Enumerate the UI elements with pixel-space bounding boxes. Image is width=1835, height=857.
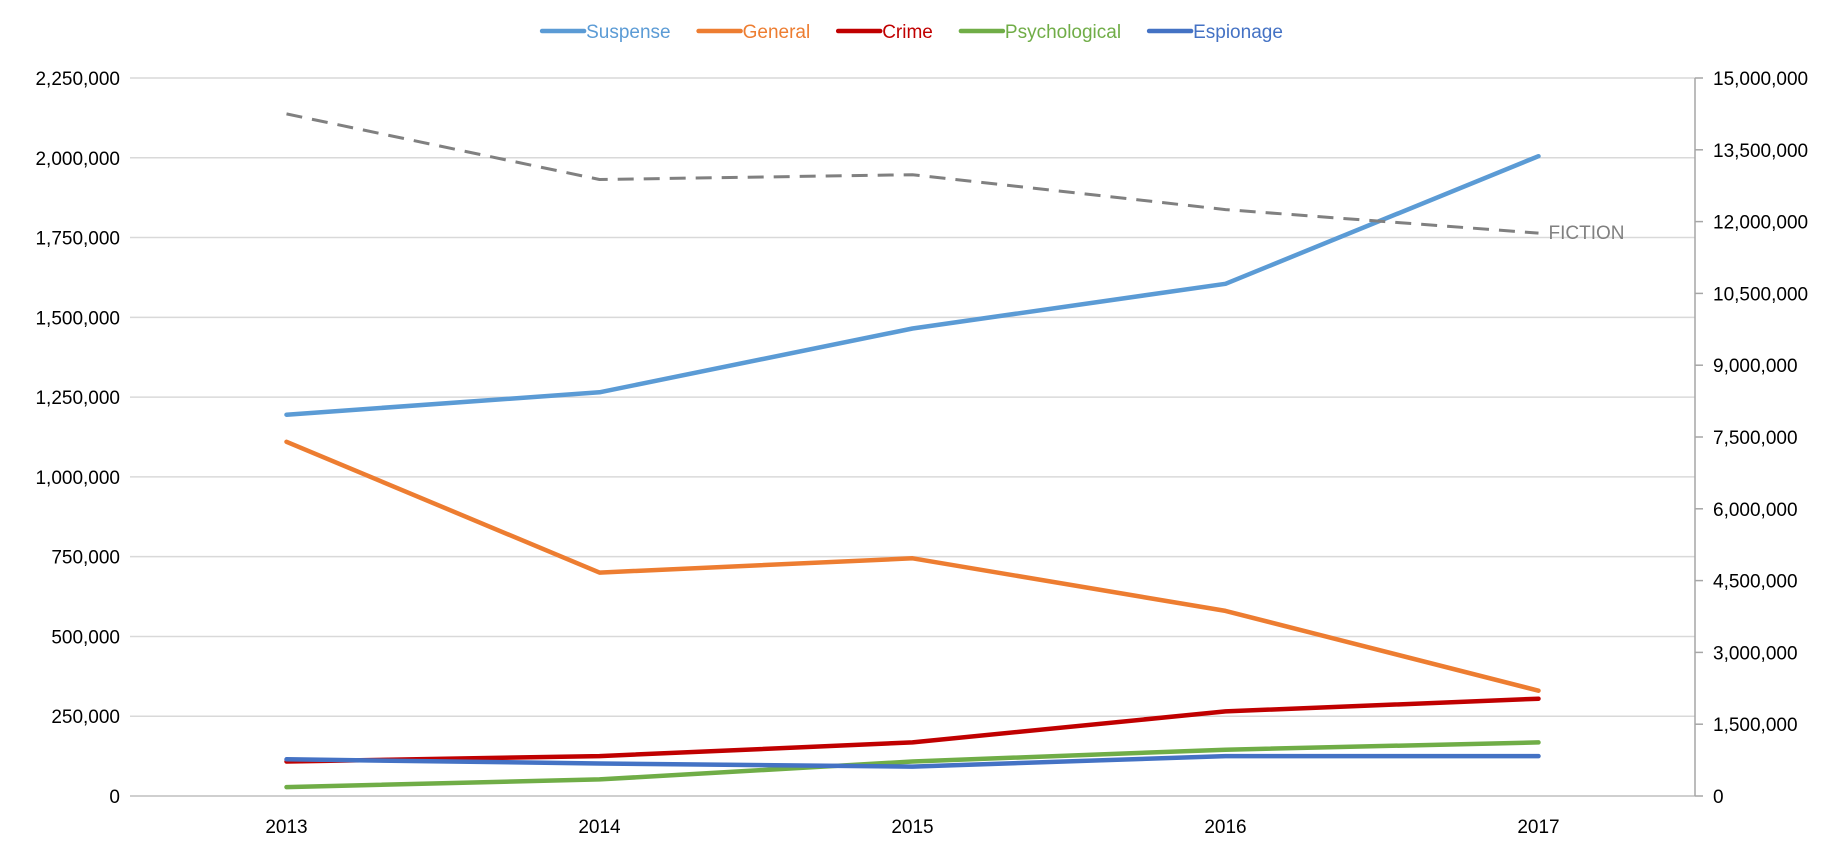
series-line-espionage: [284, 753, 1541, 769]
x-tick-label: 2017: [1517, 817, 1559, 838]
series-label-fiction: FICTION: [1549, 223, 1625, 244]
series-line-psychological: [284, 740, 1541, 790]
legend-item-suspense: Suspense: [539, 22, 671, 43]
legend-label: Crime: [882, 22, 933, 43]
axes: 0 250,000 500,000 750,000 1,000,000 1,250,000…: [35, 69, 1808, 838]
y-right-tick-label: 7,500,000: [1713, 428, 1798, 449]
series-line-crime: [284, 696, 1541, 764]
y-left-tick-label: 2,000,000: [35, 149, 120, 170]
series-lines: FICTION: [284, 112, 1625, 790]
series-line-suspense: [284, 153, 1541, 417]
y-right-tick-label: 4,500,000: [1713, 572, 1798, 593]
x-tick-label: 2016: [1204, 817, 1246, 838]
legend-item-general: General: [696, 22, 811, 43]
y-left-tick-label: 1,250,000: [35, 388, 120, 409]
y-left-tick-label: 0: [109, 787, 120, 808]
x-tick-label: 2014: [578, 817, 621, 838]
y-right-tick-label: 1,500,000: [1713, 715, 1798, 736]
legend-item-psychological: Psychological: [958, 22, 1121, 43]
y-left-tick-label: 1,000,000: [35, 468, 120, 489]
x-tick-label: 2015: [891, 817, 933, 838]
legend-label: Suspense: [586, 22, 671, 43]
y-right-tick-label: 15,000,000: [1713, 69, 1808, 90]
y-right-tick-label: 13,500,000: [1713, 141, 1808, 162]
legend-item-crime: Crime: [835, 22, 933, 43]
legend-label: General: [743, 22, 811, 43]
legend-label: Espionage: [1193, 22, 1283, 43]
legend: Suspense General Crime Psychological Espiona…: [539, 22, 1283, 43]
x-tick-label: 2013: [265, 817, 307, 838]
legend-item-espionage: Espionage: [1146, 22, 1283, 43]
y-right-tick-label: 3,000,000: [1713, 643, 1798, 664]
y-left-tick-label: 2,250,000: [35, 69, 120, 90]
series-line-fiction: [286, 112, 1539, 235]
y-right-tick-label: 9,000,000: [1713, 356, 1798, 377]
y-left-tick-label: 250,000: [51, 707, 120, 728]
y-left-tick-label: 1,750,000: [35, 229, 120, 250]
y-right-tick-label: 6,000,000: [1713, 500, 1798, 521]
legend-label: Psychological: [1005, 22, 1121, 43]
y-right-tick-label: 10,500,000: [1713, 284, 1808, 305]
y-left-tick-label: 750,000: [51, 548, 120, 569]
series-line-general: [284, 439, 1541, 693]
y-right-tick-label: 0: [1713, 787, 1724, 808]
gridlines: [130, 77, 1695, 717]
y-left-tick-label: 500,000: [51, 627, 120, 648]
y-left-tick-label: 1,500,000: [35, 308, 120, 329]
y-right-tick-label: 12,000,000: [1713, 213, 1808, 234]
